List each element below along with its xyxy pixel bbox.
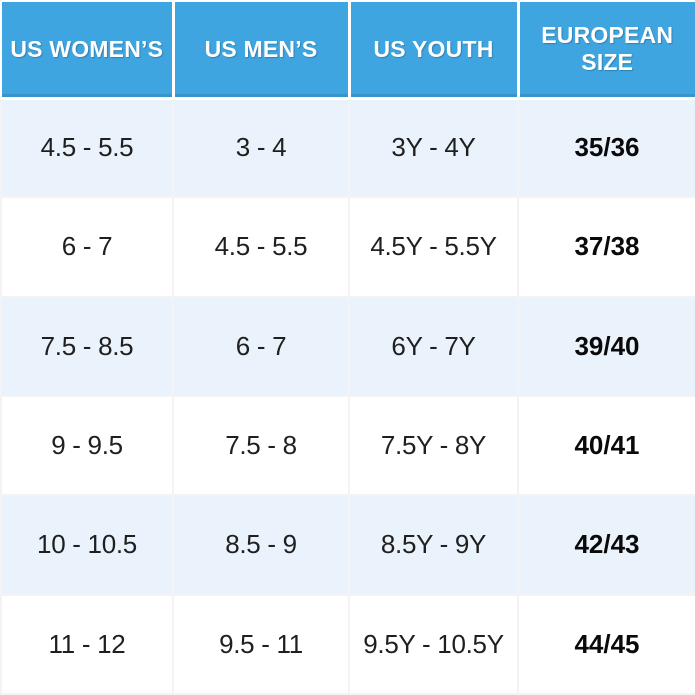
european-size-cell: 35/36: [517, 96, 695, 199]
european-size-cell: 37/38: [517, 196, 695, 298]
us-womens-cell: 11 - 12: [0, 593, 174, 695]
european-size-cell: 42/43: [517, 494, 695, 596]
us-youth-cell: 3Y - 4Y: [348, 96, 519, 199]
us-youth-cell: 7.5Y - 8Y: [348, 394, 519, 497]
table-row: 9 - 9.5 7.5 - 8 7.5Y - 8Y 40/41: [0, 394, 695, 497]
us-youth-cell: 9.5Y - 10.5Y: [348, 593, 519, 695]
us-mens-cell: 8.5 - 9: [172, 494, 350, 596]
us-mens-cell: 4.5 - 5.5: [172, 196, 350, 298]
table-row: 7.5 - 8.5 6 - 7 6Y - 7Y 39/40: [0, 295, 695, 397]
table-row: 11 - 12 9.5 - 11 9.5Y - 10.5Y 44/45: [0, 593, 695, 695]
us-womens-cell: 9 - 9.5: [0, 394, 174, 497]
european-size-cell: 40/41: [517, 394, 695, 497]
us-womens-cell: 6 - 7: [0, 196, 174, 298]
column-header-european-size: EUROPEAN SIZE: [518, 1, 695, 100]
us-womens-cell: 4.5 - 5.5: [0, 96, 174, 199]
us-mens-cell: 9.5 - 11: [172, 593, 350, 695]
table-row: 4.5 - 5.5 3 - 4 3Y - 4Y 35/36: [0, 96, 695, 199]
us-youth-cell: 8.5Y - 9Y: [348, 494, 519, 596]
table-row: 6 - 7 4.5 - 5.5 4.5Y - 5.5Y 37/38: [0, 196, 695, 298]
us-womens-cell: 10 - 10.5: [0, 494, 174, 596]
column-header-us-mens: US MEN’S: [173, 1, 351, 100]
us-mens-cell: 3 - 4: [172, 96, 350, 199]
table-row: 10 - 10.5 8.5 - 9 8.5Y - 9Y 42/43: [0, 494, 695, 596]
us-youth-cell: 4.5Y - 5.5Y: [348, 196, 519, 298]
column-header-us-womens: US WOMEN’S: [1, 1, 175, 100]
us-womens-cell: 7.5 - 8.5: [0, 295, 174, 397]
table-header-row: US WOMEN’S US MEN’S US YOUTH EUROPEAN SI…: [1, 1, 695, 100]
us-mens-cell: 7.5 - 8: [172, 394, 350, 497]
us-youth-cell: 6Y - 7Y: [348, 295, 519, 397]
european-size-cell: 44/45: [517, 593, 695, 695]
column-header-us-youth: US YOUTH: [349, 1, 520, 100]
us-mens-cell: 6 - 7: [172, 295, 350, 397]
european-size-cell: 39/40: [517, 295, 695, 397]
